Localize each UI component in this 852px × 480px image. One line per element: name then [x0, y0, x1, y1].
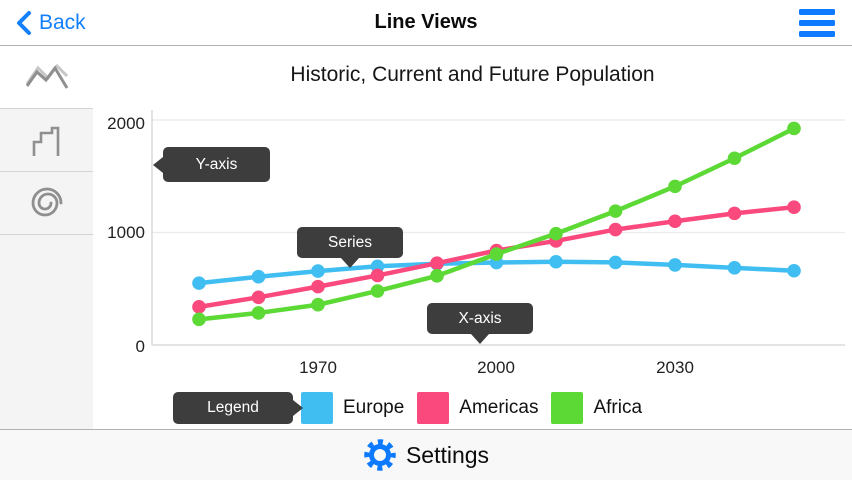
legend-item-americas[interactable]: Americas: [417, 392, 538, 424]
data-point-africa: [192, 312, 206, 327]
back-label: Back: [39, 10, 86, 34]
legend-label: Africa: [593, 397, 643, 418]
data-point-americas: [727, 206, 742, 221]
back-button[interactable]: Back: [16, 0, 86, 45]
stepped-line-chart-icon: [32, 126, 59, 156]
americas-swatch-icon: [417, 392, 450, 424]
data-point-africa: [430, 269, 444, 283]
sidebar-item-line-chart[interactable]: [0, 46, 93, 109]
callout-x-axis: X-axis: [427, 303, 533, 344]
settings-button[interactable]: Settings: [0, 429, 852, 480]
x-axis-tick-1970: 1970: [299, 358, 337, 377]
menu-button[interactable]: [799, 9, 835, 37]
chart-title: Historic, Current and Future Population: [290, 63, 655, 86]
data-point-africa: [311, 297, 325, 312]
spiral-radial-chart-icon: [31, 187, 62, 217]
data-point-africa: [608, 204, 623, 218]
data-point-americas: [370, 268, 385, 283]
line-chart[interactable]: [93, 46, 852, 429]
gear-icon: [364, 439, 396, 471]
data-point-americas: [311, 279, 325, 294]
sidebar-item-stepped-line-chart[interactable]: [0, 109, 93, 172]
data-point-americas: [787, 200, 801, 214]
data-point-europe: [608, 255, 623, 270]
x-axis-tick-2030: 2030: [656, 358, 694, 377]
data-point-europe: [727, 261, 742, 275]
settings-label: Settings: [405, 441, 490, 468]
chart-type-sidebar: [0, 46, 93, 429]
data-point-africa: [489, 247, 504, 261]
y-axis-tick-0: 0: [135, 337, 145, 356]
data-point-americas: [608, 222, 623, 237]
mountain-line-chart-icon: [25, 63, 68, 89]
chart-area: Historic, Current and Future Population …: [93, 46, 852, 429]
page-title: Line Views: [374, 11, 478, 33]
data-point-americas: [430, 256, 444, 271]
x-axis-tick-2000: 2000: [477, 358, 515, 377]
data-point-americas: [668, 214, 682, 229]
data-point-americas: [251, 290, 266, 305]
africa-swatch-icon: [551, 392, 584, 424]
data-point-africa: [251, 306, 266, 320]
data-point-africa: [787, 121, 801, 136]
legend-label: Americas: [459, 397, 539, 418]
callout-y-axis: Y-axis: [153, 147, 270, 182]
sidebar-item-spiral-chart[interactable]: [0, 172, 93, 235]
legend-item-africa[interactable]: Africa: [551, 392, 642, 424]
data-point-europe: [787, 263, 801, 278]
nav-bar: Back Line Views: [0, 0, 852, 46]
callout-series: Series: [297, 227, 403, 268]
data-point-europe: [192, 276, 206, 290]
legend: Europe Americas Africa: [301, 392, 642, 424]
hamburger-icon: [799, 9, 835, 15]
data-point-africa: [549, 226, 563, 241]
europe-swatch-icon: [301, 392, 333, 424]
data-point-africa: [668, 179, 682, 194]
y-axis-tick-2000: 2000: [107, 114, 145, 133]
y-axis-tick-1000: 1000: [107, 223, 145, 242]
data-point-europe: [668, 258, 682, 272]
data-point-africa: [727, 151, 742, 166]
legend-item-europe[interactable]: Europe: [301, 392, 404, 424]
data-point-africa: [370, 284, 385, 298]
data-point-europe: [549, 254, 563, 269]
sidebar-empty-area: [0, 235, 93, 429]
legend-label: Europe: [343, 397, 405, 418]
data-point-americas: [192, 300, 206, 314]
data-point-europe: [311, 264, 325, 278]
callout-legend: Legend: [173, 392, 303, 424]
back-chevron-icon: [17, 10, 31, 35]
data-point-europe: [251, 269, 266, 284]
